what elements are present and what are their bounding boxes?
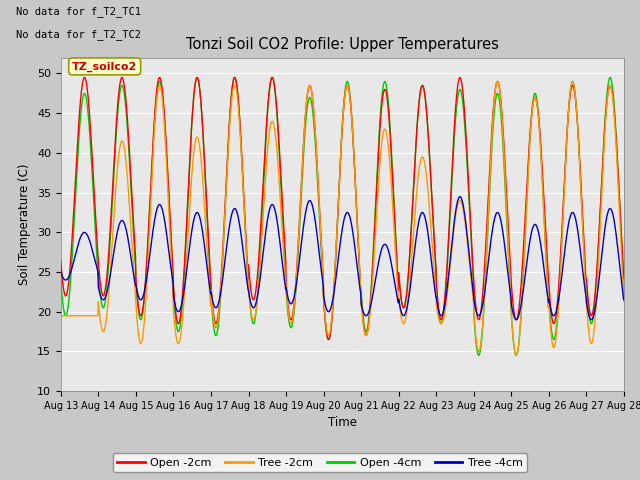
X-axis label: Time: Time bbox=[328, 417, 357, 430]
Text: No data for f_T2_TC1: No data for f_T2_TC1 bbox=[16, 6, 141, 17]
Legend: Open -2cm, Tree -2cm, Open -4cm, Tree -4cm: Open -2cm, Tree -2cm, Open -4cm, Tree -4… bbox=[113, 453, 527, 472]
Text: No data for f_T2_TC2: No data for f_T2_TC2 bbox=[16, 30, 141, 40]
Title: Tonzi Soil CO2 Profile: Upper Temperatures: Tonzi Soil CO2 Profile: Upper Temperatur… bbox=[186, 37, 499, 52]
Y-axis label: Soil Temperature (C): Soil Temperature (C) bbox=[19, 164, 31, 285]
Text: TZ_soilco2: TZ_soilco2 bbox=[72, 61, 138, 72]
